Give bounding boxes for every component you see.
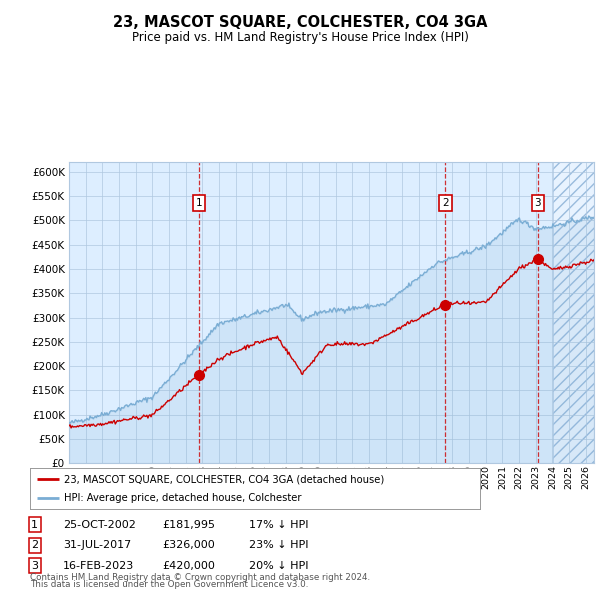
Text: £326,000: £326,000 <box>162 540 215 550</box>
Text: 20% ↓ HPI: 20% ↓ HPI <box>249 561 308 571</box>
Text: 2: 2 <box>442 198 449 208</box>
Text: 23, MASCOT SQUARE, COLCHESTER, CO4 3GA (detached house): 23, MASCOT SQUARE, COLCHESTER, CO4 3GA (… <box>64 474 384 484</box>
Text: 1: 1 <box>196 198 202 208</box>
Text: Contains HM Land Registry data © Crown copyright and database right 2024.: Contains HM Land Registry data © Crown c… <box>30 573 370 582</box>
Text: 23, MASCOT SQUARE, COLCHESTER, CO4 3GA: 23, MASCOT SQUARE, COLCHESTER, CO4 3GA <box>113 15 487 30</box>
Text: 3: 3 <box>31 561 38 571</box>
Text: 2: 2 <box>31 540 38 550</box>
Text: 17% ↓ HPI: 17% ↓ HPI <box>249 520 308 529</box>
Text: 31-JUL-2017: 31-JUL-2017 <box>63 540 131 550</box>
Text: 25-OCT-2002: 25-OCT-2002 <box>63 520 136 529</box>
Text: £420,000: £420,000 <box>162 561 215 571</box>
Text: 1: 1 <box>31 520 38 529</box>
Text: £181,995: £181,995 <box>162 520 215 529</box>
Text: HPI: Average price, detached house, Colchester: HPI: Average price, detached house, Colc… <box>64 493 301 503</box>
Text: 16-FEB-2023: 16-FEB-2023 <box>63 561 134 571</box>
Text: 23% ↓ HPI: 23% ↓ HPI <box>249 540 308 550</box>
Text: Price paid vs. HM Land Registry's House Price Index (HPI): Price paid vs. HM Land Registry's House … <box>131 31 469 44</box>
Text: This data is licensed under the Open Government Licence v3.0.: This data is licensed under the Open Gov… <box>30 580 308 589</box>
Text: 3: 3 <box>535 198 541 208</box>
